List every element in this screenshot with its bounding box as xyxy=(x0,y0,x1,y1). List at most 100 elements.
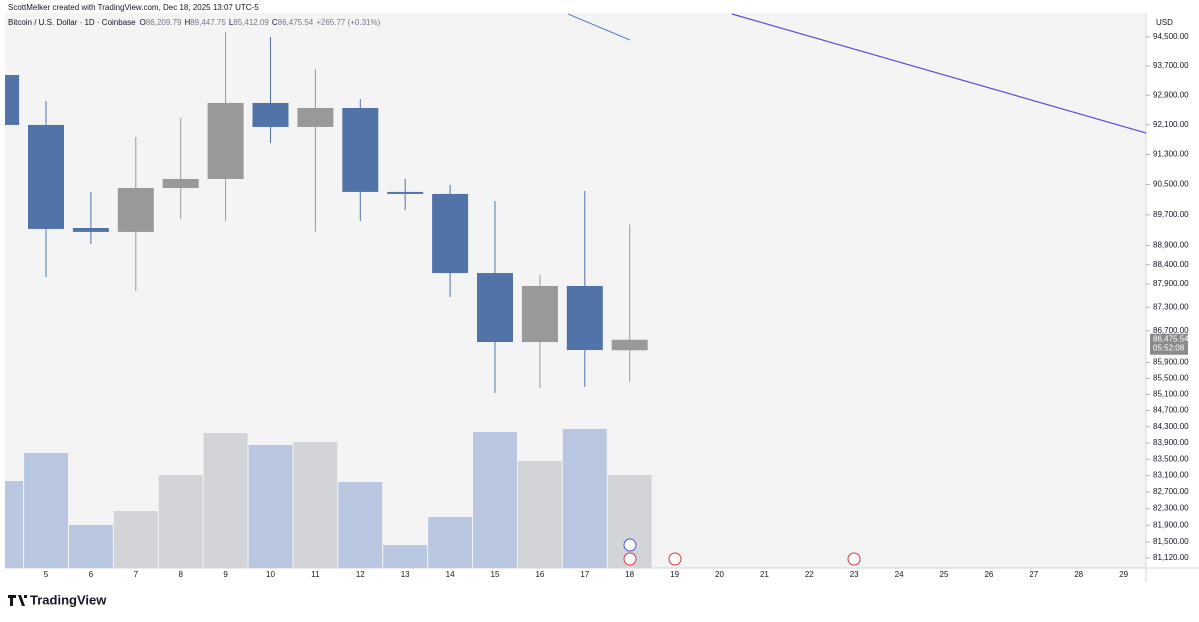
y-tick-label: 83,900.00 xyxy=(1153,438,1189,447)
volume-bar xyxy=(68,525,113,568)
ohlc-value: 86,209.79 xyxy=(146,18,182,27)
volume-bar xyxy=(248,445,293,568)
y-tick-label: 83,100.00 xyxy=(1153,471,1189,480)
change: +265.77 (+0.31%) xyxy=(316,18,380,27)
x-tick-label: 26 xyxy=(984,570,993,579)
y-tick-label: 94,500.00 xyxy=(1153,32,1189,41)
candle-body xyxy=(162,178,199,188)
candle-body xyxy=(342,107,379,192)
y-tick-label: 84,300.00 xyxy=(1153,422,1189,431)
x-tick-label: 13 xyxy=(401,570,410,579)
x-tick-label: 14 xyxy=(446,570,455,579)
y-tick-label: 85,500.00 xyxy=(1153,374,1189,383)
x-tick-label: 7 xyxy=(134,570,139,579)
x-tick-label: 24 xyxy=(895,570,904,579)
candle-body xyxy=(28,124,64,229)
x-tick-label: 27 xyxy=(1029,570,1038,579)
y-tick-label: 86,700.00 xyxy=(1153,326,1189,335)
y-tick-label: 88,900.00 xyxy=(1153,241,1189,250)
x-tick-label: 5 xyxy=(44,570,49,579)
y-tick-label: 90,500.00 xyxy=(1153,180,1189,189)
volume-bar xyxy=(383,545,428,568)
candle-body xyxy=(611,339,648,351)
y-tick-label: 85,100.00 xyxy=(1153,390,1189,399)
trend-line xyxy=(731,13,1146,134)
x-tick-label: 8 xyxy=(178,570,183,579)
volume-bar xyxy=(5,481,24,568)
candle-body xyxy=(117,187,154,232)
x-tick-label: 29 xyxy=(1119,570,1128,579)
ohlc-value: 89,447.75 xyxy=(190,18,226,27)
volume-bar xyxy=(203,433,248,568)
volume-bar xyxy=(607,475,652,568)
volume-layer xyxy=(5,429,652,568)
symbol-legend: Bitcoin / U.S. Dollar · 1D · Coinbase O86… xyxy=(8,18,381,27)
x-tick-label: 23 xyxy=(850,570,859,579)
y-tick-label: 88,400.00 xyxy=(1153,260,1189,269)
countdown: 05:52:08 xyxy=(1153,343,1185,352)
brand: TradingView xyxy=(30,592,107,607)
credit: ScottMelker created with TradingView.com… xyxy=(8,3,259,12)
volume-bar xyxy=(428,517,473,568)
volume-bar xyxy=(473,432,517,568)
candle-body xyxy=(72,227,109,232)
ohlc-value: 85,412.09 xyxy=(233,18,269,27)
volume-bar xyxy=(24,453,68,568)
x-tick-label: 12 xyxy=(356,570,365,579)
symbol: Bitcoin / U.S. Dollar · 1D · Coinbase xyxy=(8,18,136,27)
candle-body xyxy=(566,285,603,351)
x-tick-label: 15 xyxy=(491,570,500,579)
event-icon[interactable] xyxy=(668,552,682,566)
price-marker-label: 86,475.54 xyxy=(1153,334,1189,343)
x-tick-label: 28 xyxy=(1074,570,1083,579)
volume-bar xyxy=(562,429,607,568)
y-tick-label: 87,900.00 xyxy=(1153,279,1189,288)
x-tick-label: 21 xyxy=(760,570,769,579)
event-icon[interactable] xyxy=(623,552,637,566)
candle-body xyxy=(207,102,244,179)
ohlc-value: 86,475.54 xyxy=(278,18,314,27)
x-tick-label: 9 xyxy=(223,570,228,579)
volume-bar xyxy=(338,482,383,568)
candle-layer xyxy=(5,31,648,393)
x-tick-label: 25 xyxy=(940,570,949,579)
candle-body xyxy=(432,193,469,274)
y-tick-label: 89,700.00 xyxy=(1153,210,1189,219)
x-tick-label: 19 xyxy=(670,570,679,579)
trend-line xyxy=(567,13,631,41)
event-icons xyxy=(623,538,861,566)
volume-bar xyxy=(113,511,158,568)
y-tick-label: 92,900.00 xyxy=(1153,90,1189,99)
x-tick-label: 20 xyxy=(715,570,724,579)
y-tick-label: 87,300.00 xyxy=(1153,302,1189,311)
y-tick-label: 91,300.00 xyxy=(1153,150,1189,159)
y-tick-label: 82,300.00 xyxy=(1153,504,1189,513)
candle-body xyxy=(477,273,513,343)
y-tick-label: 81,500.00 xyxy=(1153,537,1189,546)
y-tick-label: 83,500.00 xyxy=(1153,454,1189,463)
volume-bar xyxy=(158,475,203,568)
ohlc-key: C xyxy=(272,18,278,27)
brand-logo: TradingView xyxy=(8,592,107,607)
x-tick-label: 6 xyxy=(89,570,94,579)
candle-body xyxy=(387,191,424,194)
y-tick-label: 84,700.00 xyxy=(1153,406,1189,415)
volume-bar xyxy=(293,442,338,568)
ohlc-key: L xyxy=(229,18,234,27)
drawings xyxy=(567,13,1146,134)
event-icon[interactable] xyxy=(847,552,861,566)
x-tick-label: 11 xyxy=(311,570,320,579)
ohlc-key: O xyxy=(140,18,146,27)
x-tick-label: 10 xyxy=(266,570,275,579)
x-tick-label: 17 xyxy=(580,570,589,579)
x-tick-label: 18 xyxy=(625,570,634,579)
y-tick-label: 93,700.00 xyxy=(1153,61,1189,70)
event-icon[interactable] xyxy=(623,538,637,552)
candle-body xyxy=(297,107,334,127)
y-tick-label: 81,900.00 xyxy=(1153,520,1189,529)
candle-body xyxy=(5,74,20,125)
x-tick-label: 16 xyxy=(535,570,544,579)
y-tick-label: 92,100.00 xyxy=(1153,120,1189,129)
